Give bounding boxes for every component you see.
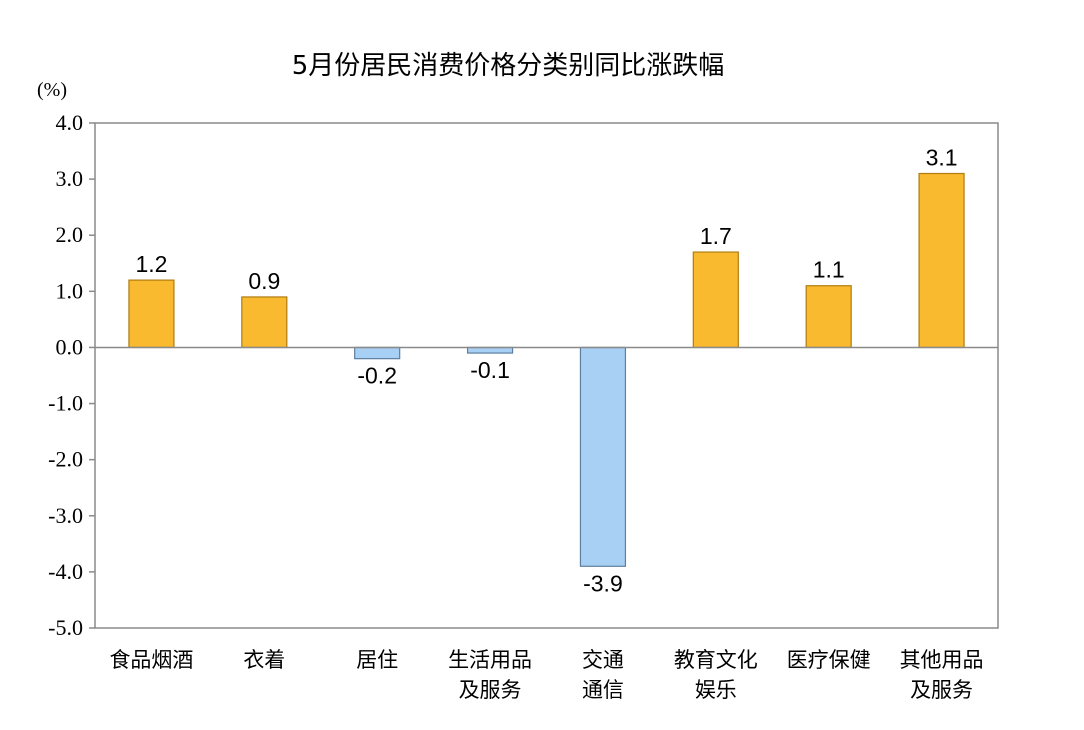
data-label: -0.2 xyxy=(357,363,397,389)
y-tick-label: 4.0 xyxy=(56,110,84,135)
data-label: 1.1 xyxy=(813,257,845,283)
category-label: 通信 xyxy=(582,678,624,702)
category-label: 交通 xyxy=(582,648,624,672)
data-label: 3.1 xyxy=(926,145,958,171)
bars xyxy=(128,172,965,567)
bar xyxy=(466,346,514,354)
bar xyxy=(692,251,739,349)
plot-area xyxy=(94,122,999,629)
bar xyxy=(579,346,627,567)
category-label: 居住 xyxy=(356,648,398,672)
bar xyxy=(354,346,401,360)
y-tick-label: -2.0 xyxy=(48,447,83,472)
category-label: 及服务 xyxy=(910,678,973,702)
data-labels: 1.2 0.9 -0.2 -0.1 -3.9 1.7 1.1 3.1 xyxy=(135,145,957,597)
y-tick-label: -3.0 xyxy=(48,503,83,528)
y-tick-label: 0.0 xyxy=(56,334,84,359)
category-label: 医疗保健 xyxy=(787,648,871,672)
category-label: 其他用品 xyxy=(900,648,984,672)
data-label: -3.9 xyxy=(583,570,623,596)
y-axis: 4.0 3.0 2.0 1.0 0.0 -1.0 -2.0 -3.0 -4.0 -5.0 xyxy=(48,110,95,640)
category-label: 及服务 xyxy=(459,678,522,702)
category-label: 生活用品 xyxy=(448,648,532,672)
y-tick-label: -4.0 xyxy=(48,559,83,584)
y-tick-label: 2.0 xyxy=(56,222,84,247)
data-label: -0.1 xyxy=(470,357,510,383)
category-label: 食品烟酒 xyxy=(109,648,193,672)
bar xyxy=(241,296,288,349)
category-label: 衣着 xyxy=(243,648,285,672)
bar xyxy=(918,172,965,349)
data-label: 1.2 xyxy=(135,251,167,277)
y-tick-label: -1.0 xyxy=(48,391,83,416)
bar xyxy=(128,279,175,349)
data-label: 1.7 xyxy=(700,223,732,249)
bar xyxy=(805,285,852,349)
data-label: 0.9 xyxy=(248,268,280,294)
category-label: 娱乐 xyxy=(695,678,737,702)
chart-title: 5月份居民消费价格分类别同比涨跌幅 xyxy=(292,51,725,81)
y-tick-label: -5.0 xyxy=(48,615,83,640)
y-axis-unit: (%) xyxy=(37,79,67,101)
y-tick-label: 1.0 xyxy=(56,278,84,303)
y-tick-label: 3.0 xyxy=(56,166,84,191)
category-label: 教育文化 xyxy=(674,648,758,672)
